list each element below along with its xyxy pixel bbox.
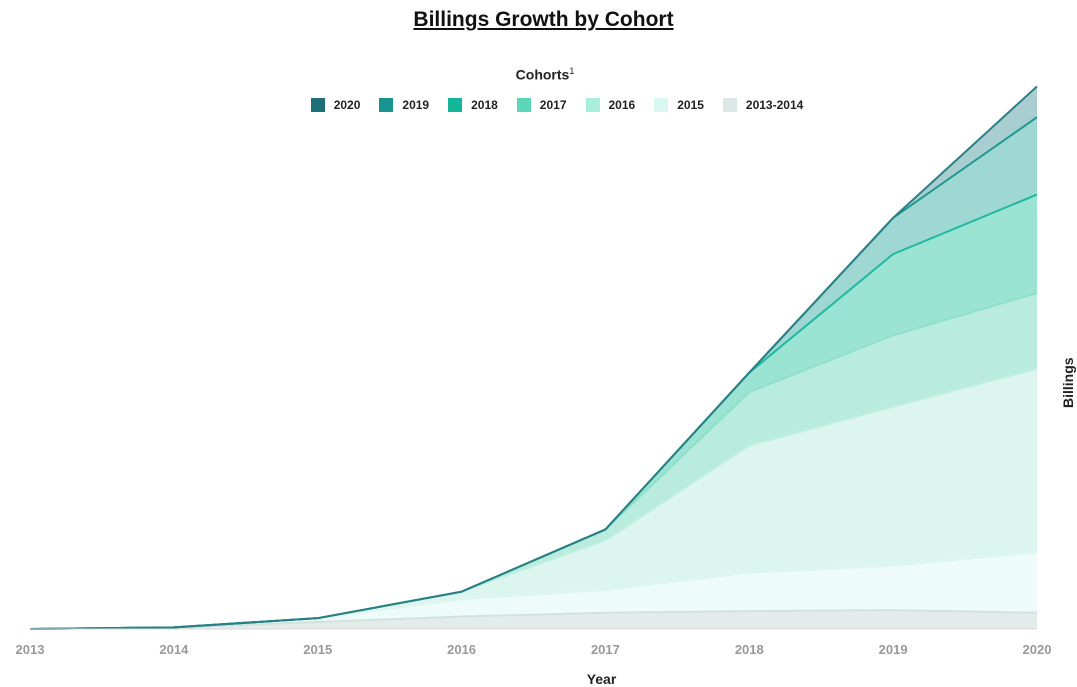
line-series-2020 [29, 85, 1038, 630]
x-tick-label: 2017 [591, 642, 620, 657]
area-series-2018 [30, 194, 1037, 629]
legend-title-text: Cohorts [515, 66, 570, 83]
legend-swatch [654, 98, 669, 112]
legend-label: 2019 [402, 98, 430, 112]
legend-item-2018: 2018 [448, 98, 498, 112]
legend-label: 2017 [539, 98, 567, 112]
legend-label: 2018 [471, 98, 498, 112]
legend-label: 2016 [608, 98, 636, 112]
legend-item-2013-2014: 2013-2014 [722, 98, 804, 112]
legend-label: 2015 [677, 98, 704, 112]
legend-footnote-marker: 1 [569, 66, 575, 76]
x-axis-label: Year [586, 671, 617, 687]
x-tick-label: 2014 [159, 642, 189, 657]
chart-title: Billings Growth by Cohort [413, 8, 674, 31]
legend: 2020 2019 2018 2017 2016 2015 2013-2014 [0, 98, 1077, 112]
x-tick-label: 2018 [735, 642, 764, 657]
legend-swatch [310, 98, 325, 112]
area-series-2017 [30, 293, 1037, 629]
legend-swatch [448, 98, 463, 112]
x-tick-label: 2016 [447, 642, 476, 657]
legend-label: 2020 [333, 98, 361, 112]
legend-item-2017: 2017 [516, 98, 567, 112]
y-axis-label: Billings [1060, 357, 1076, 408]
legend-item-2019: 2019 [379, 98, 429, 112]
legend-swatch [722, 98, 737, 112]
x-tick-label: 2013 [16, 642, 45, 657]
legend-label: 2013-2014 [745, 98, 804, 112]
x-tick-label: 2015 [303, 642, 332, 657]
legend-swatch [585, 98, 600, 112]
legend-item-2016: 2016 [585, 98, 636, 112]
area-series-2016 [30, 368, 1037, 629]
legend-swatch [516, 98, 531, 112]
legend-swatch [379, 98, 394, 112]
x-tick-label: 2020 [1023, 642, 1052, 657]
legend-item-2015: 2015 [654, 98, 704, 112]
x-tick-label: 2019 [879, 642, 908, 657]
legend-title: Cohorts1 [0, 66, 1077, 83]
legend-item-2020: 2020 [310, 98, 361, 112]
